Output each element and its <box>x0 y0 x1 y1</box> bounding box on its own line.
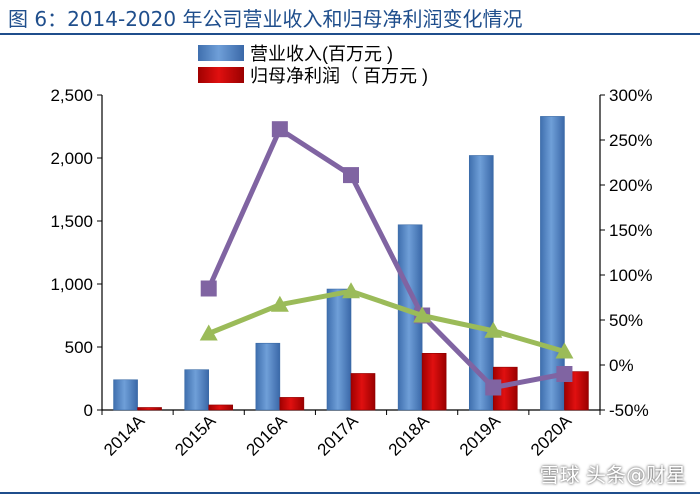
x-tick-label: 2017A <box>314 411 363 460</box>
x-tick-label: 2014A <box>100 411 149 460</box>
profit-bar <box>421 352 447 411</box>
profit-bar <box>279 397 305 411</box>
x-tick-label: 2018A <box>385 411 434 460</box>
legend-revenue-label: 营业收入(百万元 ) <box>250 44 393 64</box>
title-divider <box>0 33 700 35</box>
revenue-bar <box>326 288 352 411</box>
profit-bar <box>564 371 589 411</box>
purple-point <box>200 280 217 297</box>
y-right-tick-label: -50% <box>609 401 649 420</box>
y-right-tick-label: 100% <box>609 266 652 285</box>
y-right-tick-label: 200% <box>609 176 652 195</box>
watermark: 雪球 头条@财星 <box>539 463 686 487</box>
purple-point <box>556 366 573 382</box>
x-tick-label: 2015A <box>171 411 220 460</box>
revenue-bar <box>113 379 138 411</box>
green-point <box>484 321 503 338</box>
purple-point <box>271 121 288 138</box>
legend-profit-swatch <box>198 67 244 83</box>
title-bar: 图 6：2014-2020 年公司营业收入和归母净利润变化情况 <box>0 0 700 35</box>
y-right-tick-label: 250% <box>609 131 652 150</box>
page-title: 图 6：2014-2020 年公司营业收入和归母净利润变化情况 <box>8 7 523 31</box>
y-right-tick-label: 50% <box>609 311 643 330</box>
profit-bar <box>137 407 162 411</box>
green-point <box>413 306 432 323</box>
bottom-divider <box>0 492 700 494</box>
x-tick-label: 2016A <box>242 411 291 460</box>
green-point <box>270 295 289 312</box>
legend-profit-label: 归母净利润（ 百万元 ) <box>250 66 428 86</box>
green-point <box>199 324 218 341</box>
y-left-tick-label: 2,500 <box>50 86 93 105</box>
y-left-tick-label: 1,500 <box>50 212 93 231</box>
profit-bar <box>208 404 234 411</box>
green-series-line <box>207 288 566 354</box>
revenue-bar <box>255 342 281 411</box>
y-right-tick-label: 0% <box>609 356 634 375</box>
y-right-tick-label: 300% <box>609 86 652 105</box>
green-point <box>555 342 574 359</box>
purple-point <box>343 167 359 184</box>
legend-revenue-swatch <box>198 45 244 61</box>
revenue-bar <box>184 369 210 411</box>
y-left-tick-label: 500 <box>65 338 93 357</box>
x-tick-label: 2019A <box>456 411 505 460</box>
y-right-tick-label: 150% <box>609 221 652 240</box>
green-point <box>342 282 360 299</box>
x-tick-label: 2020A <box>527 411 576 460</box>
profit-bar <box>350 373 376 411</box>
y-left-tick-label: 1,000 <box>50 275 93 294</box>
revenue-bar <box>540 116 565 411</box>
y-left-tick-label: 2,000 <box>50 149 93 168</box>
purple-point <box>485 379 502 396</box>
y-left-tick-label: 0 <box>84 401 93 420</box>
purple-series-line <box>206 126 565 390</box>
